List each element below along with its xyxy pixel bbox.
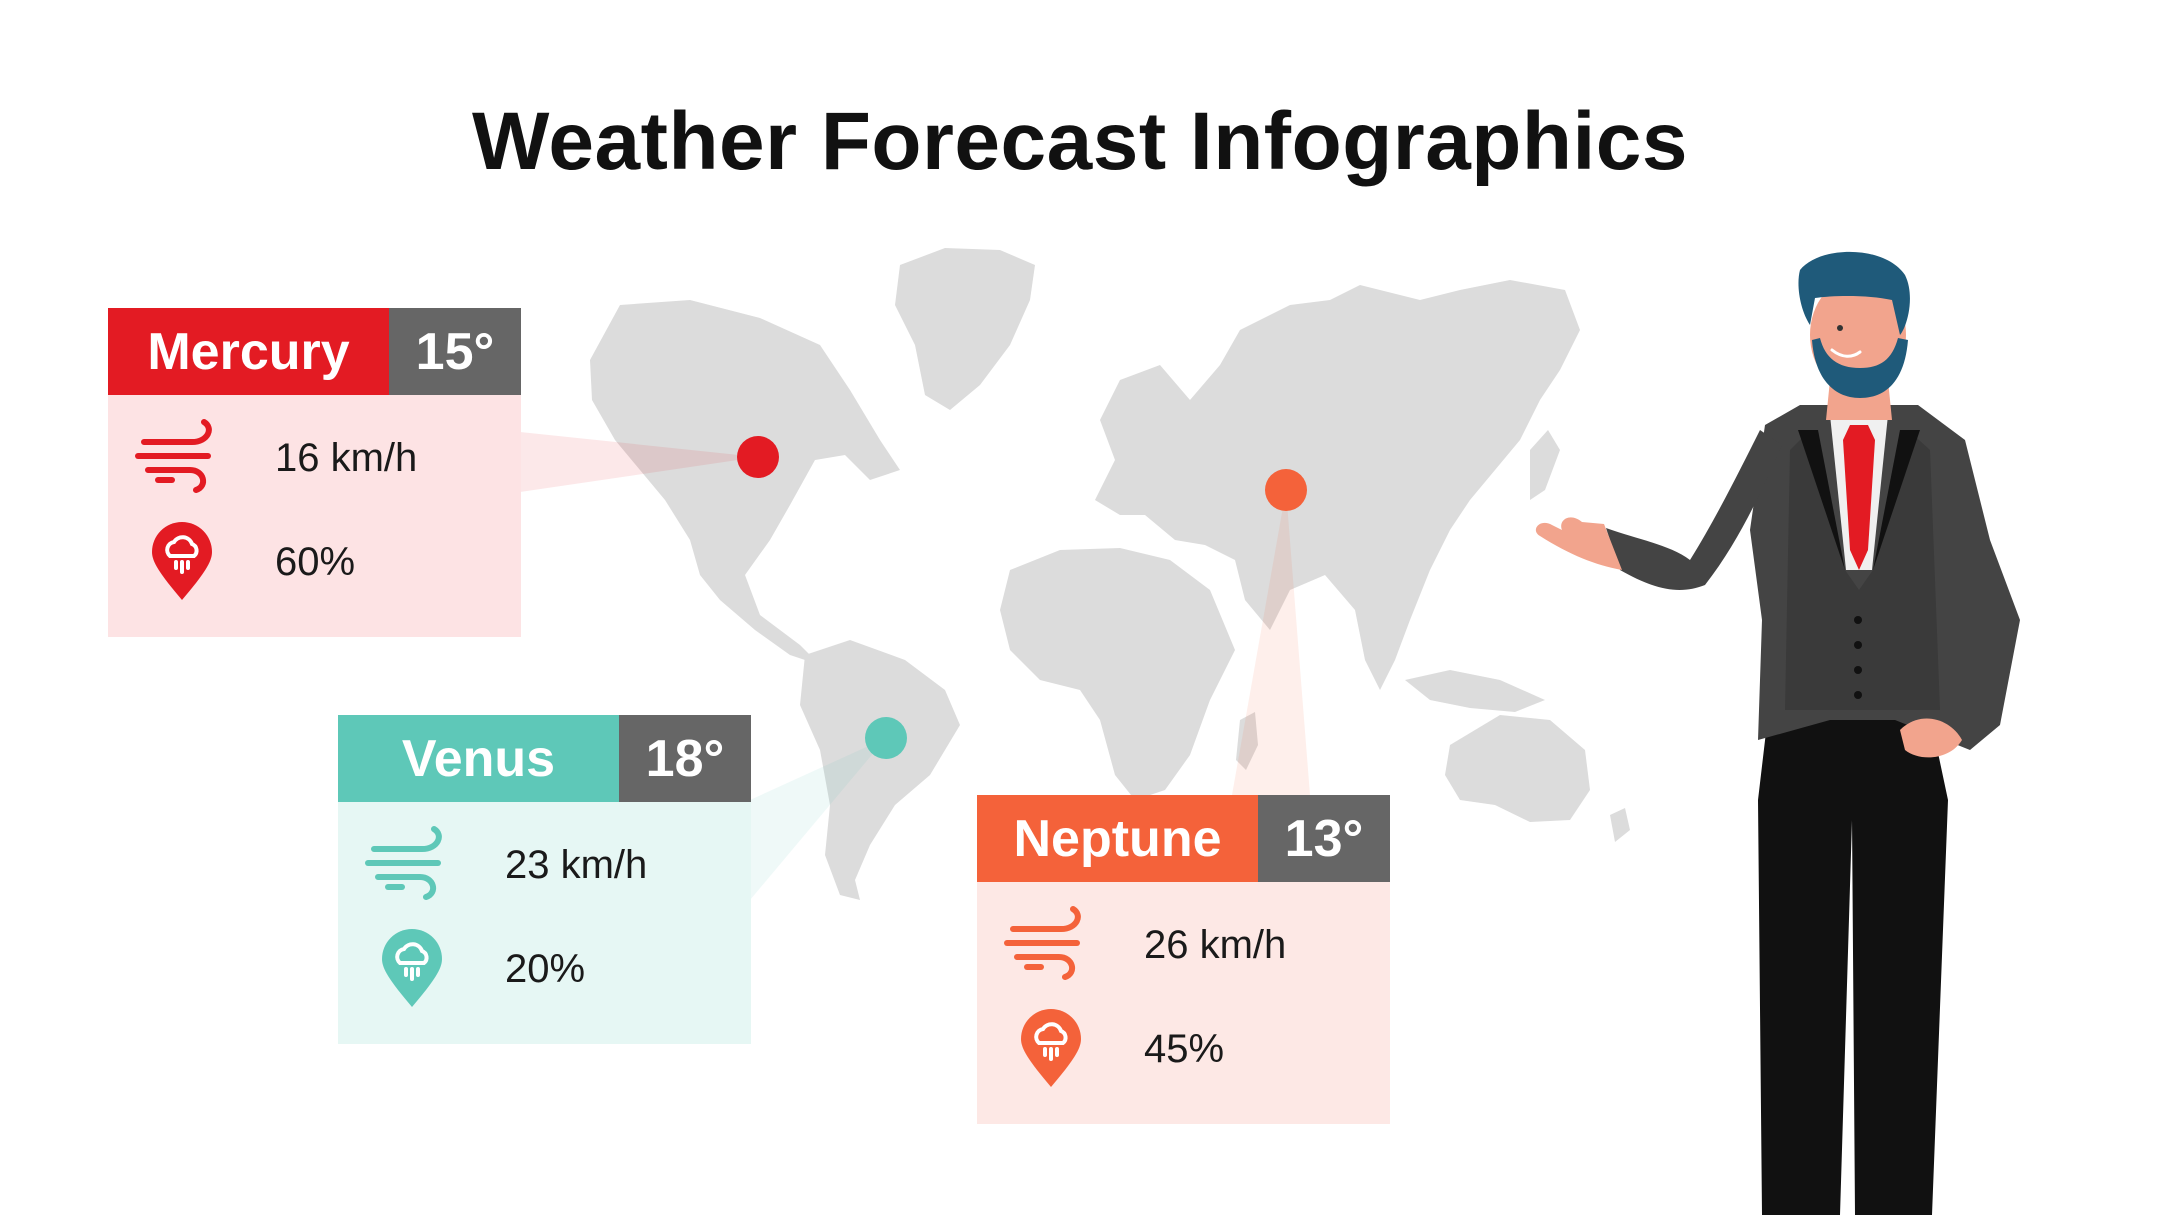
city-name: Neptune xyxy=(977,795,1258,882)
rain-chance-value: 45% xyxy=(1144,1026,1225,1071)
presenter-beard xyxy=(1812,338,1908,398)
presenter-hair xyxy=(1798,251,1910,335)
new-zealand-shape xyxy=(1610,808,1630,842)
eurasia-shape xyxy=(1095,280,1580,690)
page-title: Weather Forecast Infographics xyxy=(472,96,1688,187)
indonesia-shape xyxy=(1405,670,1545,712)
continents xyxy=(590,248,1630,900)
card-body: 23 km/h 20% xyxy=(338,802,751,1044)
wind-icon xyxy=(1003,905,1099,985)
rain-drop-pin-icon xyxy=(134,522,230,602)
city-card-neptune: Neptune 13° 26 km/h 45 xyxy=(977,795,1390,1124)
rain-row: 45% xyxy=(977,1004,1390,1094)
north-america-shape xyxy=(590,300,900,665)
card-body: 16 km/h 60% xyxy=(108,395,521,637)
city-name: Mercury xyxy=(108,308,389,395)
venus-location-marker[interactable] xyxy=(865,717,907,759)
city-card-mercury: Mercury 15° 16 km/h 60 xyxy=(108,308,521,637)
rain-row: 60% xyxy=(108,517,521,607)
wind-row: 16 km/h xyxy=(108,413,521,503)
presenter-hip-hand xyxy=(1900,718,1962,758)
temperature-badge: 15° xyxy=(389,308,521,395)
presenter-tie xyxy=(1843,425,1875,570)
rain-drop-pin-icon xyxy=(364,929,460,1009)
city-name: Venus xyxy=(338,715,619,802)
presenter-hand xyxy=(1535,517,1622,570)
presenter-illustration xyxy=(1535,251,2020,1215)
card-header: Mercury 15° xyxy=(108,308,521,395)
japan-shape xyxy=(1530,430,1560,500)
temperature-badge: 13° xyxy=(1258,795,1390,882)
city-card-venus: Venus 18° 23 km/h 20% xyxy=(338,715,751,1044)
mercury-callout-wedge xyxy=(520,432,758,492)
card-header: Neptune 13° xyxy=(977,795,1390,882)
rain-row: 20% xyxy=(338,924,751,1014)
rain-chance-value: 20% xyxy=(505,946,586,991)
card-header: Venus 18° xyxy=(338,715,751,802)
wind-speed-value: 23 km/h xyxy=(505,842,648,887)
presenter-arm xyxy=(1606,430,1782,590)
africa-shape xyxy=(1000,548,1235,800)
greenland-shape xyxy=(895,248,1035,410)
venus-callout-wedge xyxy=(750,738,886,900)
madagascar-shape xyxy=(1236,712,1258,770)
wind-icon xyxy=(364,825,460,905)
rain-chance-value: 60% xyxy=(275,539,356,584)
south-america-shape xyxy=(800,640,960,900)
temperature-badge: 18° xyxy=(619,715,751,802)
mercury-location-marker[interactable] xyxy=(737,436,779,478)
wind-speed-value: 16 km/h xyxy=(275,435,418,480)
wind-speed-value: 26 km/h xyxy=(1144,922,1287,967)
wind-icon xyxy=(134,418,230,498)
rain-drop-pin-icon xyxy=(1003,1009,1099,1089)
wind-row: 26 km/h xyxy=(977,900,1390,990)
presenter-legs xyxy=(1758,715,1948,1215)
card-body: 26 km/h 45% xyxy=(977,882,1390,1124)
wind-row: 23 km/h xyxy=(338,820,751,910)
neptune-callout-wedge xyxy=(1232,490,1310,795)
neptune-location-marker[interactable] xyxy=(1265,469,1307,511)
australia-shape xyxy=(1445,715,1590,822)
